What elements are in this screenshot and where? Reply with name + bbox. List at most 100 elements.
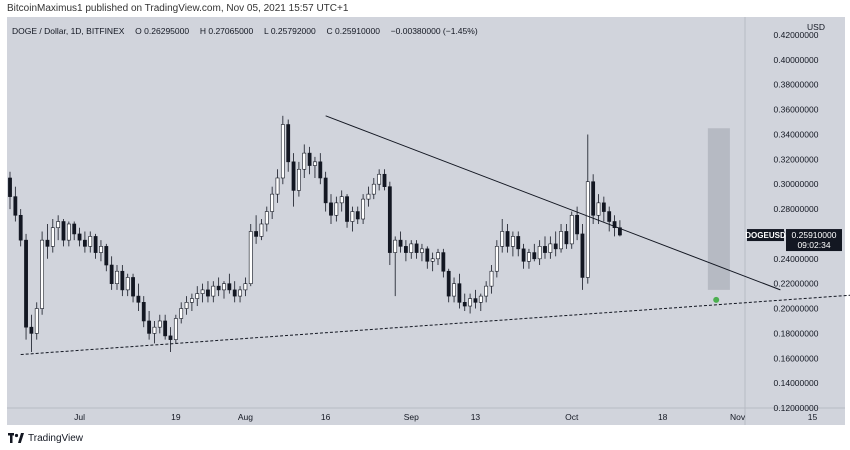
- candle[interactable]: [163, 314, 168, 340]
- candle[interactable]: [548, 236, 553, 259]
- candle[interactable]: [270, 186, 275, 220]
- candle[interactable]: [216, 277, 221, 297]
- candle[interactable]: [334, 196, 339, 222]
- candle[interactable]: [232, 281, 237, 303]
- candle[interactable]: [462, 293, 467, 312]
- candle[interactable]: [104, 243, 109, 272]
- candle[interactable]: [302, 144, 307, 178]
- candle[interactable]: [361, 194, 366, 224]
- candle[interactable]: [190, 293, 194, 312]
- candle[interactable]: [313, 156, 317, 178]
- candle[interactable]: [50, 219, 55, 253]
- candle[interactable]: [446, 268, 451, 303]
- candle[interactable]: [88, 231, 93, 253]
- candle[interactable]: [403, 240, 408, 262]
- candle[interactable]: [264, 206, 269, 232]
- candle[interactable]: [564, 223, 569, 249]
- candle[interactable]: [414, 240, 419, 259]
- candle[interactable]: [222, 281, 226, 299]
- candle[interactable]: [521, 243, 526, 269]
- candle[interactable]: [323, 171, 328, 212]
- candle[interactable]: [398, 231, 403, 253]
- candle[interactable]: [366, 186, 371, 207]
- candle[interactable]: [13, 186, 18, 222]
- candle[interactable]: [339, 190, 344, 212]
- candle[interactable]: [243, 277, 248, 297]
- candle[interactable]: [141, 296, 146, 328]
- candle[interactable]: [83, 231, 87, 253]
- candle[interactable]: [34, 302, 39, 340]
- candle[interactable]: [543, 236, 547, 259]
- candle[interactable]: [296, 161, 301, 197]
- candle[interactable]: [601, 196, 606, 222]
- candle[interactable]: [115, 265, 119, 290]
- candle[interactable]: [206, 281, 210, 303]
- candle[interactable]: [45, 223, 50, 259]
- candle[interactable]: [61, 219, 66, 247]
- candle[interactable]: [179, 302, 184, 324]
- candle[interactable]: [473, 289, 478, 309]
- candle[interactable]: [77, 227, 82, 247]
- candle[interactable]: [596, 194, 601, 224]
- ascending-support-line[interactable]: [20, 290, 850, 356]
- candle[interactable]: [211, 281, 216, 303]
- candle[interactable]: [580, 223, 585, 290]
- candle[interactable]: [259, 219, 264, 241]
- candle[interactable]: [136, 283, 141, 312]
- candle[interactable]: [109, 256, 114, 290]
- candle[interactable]: [510, 231, 515, 257]
- candle[interactable]: [238, 286, 242, 303]
- candle[interactable]: [200, 283, 205, 303]
- candle[interactable]: [56, 215, 61, 241]
- candle[interactable]: [591, 174, 596, 224]
- candle[interactable]: [441, 248, 446, 278]
- candle[interactable]: [8, 171, 12, 210]
- candle[interactable]: [125, 273, 130, 297]
- candle[interactable]: [93, 233, 98, 259]
- candle[interactable]: [40, 231, 45, 315]
- candle[interactable]: [227, 273, 232, 294]
- candle[interactable]: [131, 273, 135, 303]
- candle[interactable]: [612, 215, 617, 237]
- candle[interactable]: [420, 243, 424, 262]
- candle[interactable]: [505, 223, 510, 253]
- candle[interactable]: [355, 206, 360, 224]
- candle[interactable]: [377, 169, 382, 191]
- footer-brand[interactable]: TradingView: [8, 431, 83, 445]
- candle[interactable]: [329, 194, 333, 224]
- candle[interactable]: [430, 252, 435, 272]
- candle[interactable]: [425, 246, 430, 269]
- candle[interactable]: [559, 223, 563, 253]
- candle[interactable]: [478, 293, 483, 312]
- candle[interactable]: [393, 236, 398, 297]
- candle[interactable]: [516, 231, 521, 257]
- candle[interactable]: [452, 277, 456, 303]
- candle[interactable]: [318, 153, 323, 185]
- candle[interactable]: [275, 169, 280, 203]
- candle[interactable]: [280, 115, 285, 185]
- candle[interactable]: [254, 215, 259, 244]
- candle[interactable]: [494, 240, 499, 278]
- candle[interactable]: [24, 233, 28, 340]
- candle[interactable]: [248, 223, 253, 287]
- candle[interactable]: [484, 281, 489, 303]
- candle[interactable]: [500, 219, 505, 253]
- candle[interactable]: [553, 231, 558, 257]
- candle[interactable]: [173, 314, 178, 344]
- candle[interactable]: [18, 209, 23, 247]
- candle[interactable]: [345, 194, 349, 228]
- candle[interactable]: [157, 314, 162, 334]
- candle[interactable]: [569, 211, 574, 249]
- candle[interactable]: [195, 286, 200, 307]
- candle[interactable]: [152, 320, 157, 344]
- candle[interactable]: [387, 181, 392, 266]
- candle[interactable]: [607, 206, 612, 232]
- candle[interactable]: [286, 119, 291, 172]
- candle[interactable]: [409, 240, 414, 259]
- candle[interactable]: [436, 248, 440, 266]
- candle[interactable]: [184, 296, 189, 315]
- candle[interactable]: [66, 221, 71, 247]
- candle[interactable]: [468, 293, 473, 314]
- candle[interactable]: [489, 265, 494, 294]
